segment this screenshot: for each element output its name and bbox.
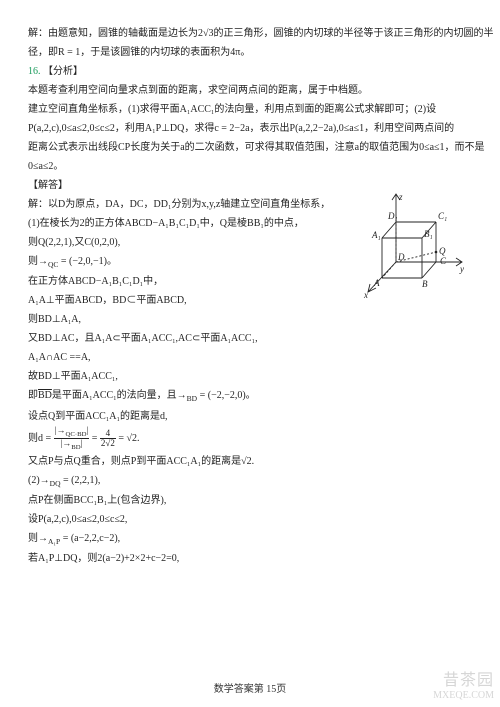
- text-line: 设点Q到平面ACC₁A₁的距离是d,: [28, 407, 472, 426]
- label-d: D: [397, 252, 405, 262]
- question-number: 16.: [28, 66, 41, 77]
- point-q: [435, 251, 438, 254]
- page: 解：由题意知，圆锥的轴截面是边长为2√3的正三角形，圆锥的内切球的半径等于该正三…: [0, 0, 500, 707]
- text-line: 又点P与点Q重合，则点P到平面ACC₁A₁的距离是√2.: [28, 452, 472, 471]
- formula: 则d = |→QC·BD||→BD| = 42√2 = √2.: [28, 433, 140, 444]
- axis-z-label: z: [398, 192, 403, 202]
- label-a1: A₁: [371, 230, 381, 240]
- axis-x-label: x: [363, 290, 368, 300]
- watermark-top: 昔茶园: [433, 672, 494, 690]
- label-q: Q: [439, 246, 446, 256]
- text-line: 则d = |→QC·BD||→BD| = 42√2 = √2.: [28, 426, 472, 452]
- text-line: P(a,2,c),0≤a≤2,0≤c≤2，利用A₁P⊥DQ，求得c = 2−2a…: [28, 119, 472, 138]
- text-line: 即BD是平面A₁ACC₁的法向量，且→BD = (−2,−2,0)。: [28, 386, 472, 406]
- watermark: 昔茶园 MXEQE.COM: [433, 672, 494, 701]
- text-line: 若A₁P⊥DQ，则2(a−2)+2×2+c−2=0,: [28, 549, 472, 568]
- text-line: 又BD⊥AC，且A₁A⊂平面A₁ACC₁,AC⊂平面A₁ACC₁,: [28, 329, 472, 348]
- page-footer: 数学答案第 15页: [0, 680, 500, 695]
- watermark-bottom: MXEQE.COM: [433, 690, 494, 701]
- text-line: 建立空间直角坐标系，(1)求得平面A₁ACC₁的法向量，利用点到面的距离公式求解…: [28, 100, 472, 119]
- label-b: B: [422, 279, 428, 289]
- text-line: (2)→DQ = (2,2,1),: [28, 471, 472, 491]
- text-line: 则BD⊥A₁A,: [28, 310, 472, 329]
- text-line: 本题考查利用空间向量求点到面的距离，求空间两点间的距离，属于中档题。: [28, 81, 472, 100]
- label-c: C: [440, 256, 447, 266]
- text-line: 点P在侧面BCC₁B₁上(包含边界),: [28, 491, 472, 510]
- axis-y-label: y: [459, 264, 464, 274]
- vector-label: (2)→DQ = (2,2,1),: [28, 475, 100, 486]
- vector-label: 即BD是平面A₁ACC₁的法向量，且→BD = (−2,−2,0)。: [28, 390, 256, 401]
- text-line: A₁A∩AC ==A,: [28, 348, 472, 367]
- vector-label: 则→A₁P = (a−2,2,c−2),: [28, 533, 120, 544]
- text-line: 则→A₁P = (a−2,2,c−2),: [28, 529, 472, 549]
- text-line: 距离公式表示出线段CP长度为关于a的二次函数，可求得其取值范围，注意a的取值范围…: [28, 138, 472, 157]
- label-c1: C₁: [438, 211, 447, 221]
- label-b1: B₁: [424, 229, 433, 239]
- cube-diagram: z y x D₁ C₁ A₁ B₁ D C A B Q: [348, 192, 468, 302]
- text-line: 设P(a,2,c),0≤a≤2,0≤c≤2,: [28, 510, 472, 529]
- text-line: 16. 【分析】: [28, 62, 472, 81]
- text-line: 径，即R = 1，于是该圆锥的内切球的表面积为4π。: [28, 43, 472, 62]
- text-line: 0≤a≤2。: [28, 157, 472, 176]
- label-a: A: [373, 278, 380, 288]
- text-line: 故BD⊥平面A₁ACC₁,: [28, 367, 472, 386]
- label-d1: D₁: [387, 211, 398, 221]
- text-line: 解：由题意知，圆锥的轴截面是边长为2√3的正三角形，圆锥的内切球的半径等于该正三…: [28, 24, 472, 43]
- section-label: 【分析】: [43, 66, 83, 77]
- vector-label: 则→QC = (−2,0,−1)。: [28, 256, 117, 267]
